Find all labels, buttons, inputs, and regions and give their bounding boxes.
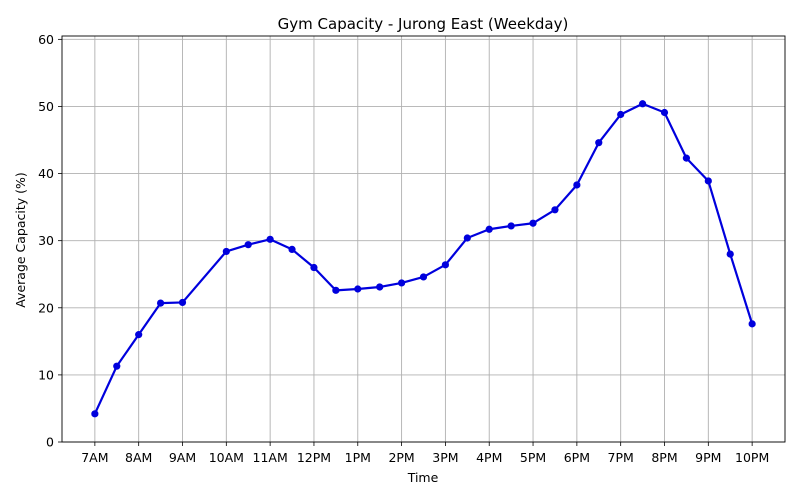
y-tick-label: 50 [38,99,54,114]
data-point [485,225,493,233]
data-point [748,320,756,328]
plot-frame [61,35,786,443]
x-tick-label: 1PM [345,450,371,465]
x-tick-label: 12PM [297,450,331,465]
chart-title: Gym Capacity - Jurong East (Weekday) [278,15,569,33]
data-point [376,283,384,291]
data-point [551,206,559,214]
data-point [156,299,165,307]
x-tick-label: 11AM [253,450,288,465]
x-tick-label: 10AM [209,450,244,465]
data-point [638,100,647,108]
data-point [441,261,450,269]
data-point [617,110,625,119]
x-tick-label: 5PM [520,450,546,465]
x-tick-label: 7AM [81,450,108,465]
data-point [660,108,669,117]
x-tick-label: 9AM [169,450,196,465]
data-point [244,241,252,249]
x-tick-label: 2PM [388,450,414,465]
data-point [573,181,581,189]
data-point [397,279,406,287]
x-tick-label: 8AM [125,450,152,465]
x-axis-label: Time [407,470,439,485]
y-axis-label: Average Capacity (%) [13,172,28,308]
x-tick-label: 6PM [564,450,590,465]
data-point [704,177,712,185]
data-point [222,247,230,256]
data-point [354,285,362,293]
data-point [463,234,471,242]
data-point [310,263,318,272]
x-tick-label: 7PM [608,450,634,465]
y-tick-label: 20 [38,300,54,315]
x-tick-label: 8PM [651,450,677,465]
data-point [419,273,428,281]
data-point [266,235,274,243]
y-tick-label: 10 [38,367,54,382]
series-line [93,102,754,415]
axes: 7AM 8AM 9AM 10AM 11AM 12PM 1PM 2PM 3PM 4PM 5PM 6PM 7… [38,32,786,465]
data-point [178,298,187,307]
data-point [595,139,603,147]
x-tick-label: 9PM [695,450,721,465]
y-tick-label: 0 [46,435,54,450]
data-point [332,286,340,294]
data-point [288,245,296,254]
x-tick-label: 4PM [476,450,502,465]
data-point [507,222,515,230]
data-point [682,154,691,162]
data-point [91,410,99,418]
x-tick-label: 3PM [432,450,458,465]
data-point [726,250,734,258]
markers-layer [91,100,756,418]
y-tick-label: 40 [38,166,54,181]
data-point [529,219,537,227]
data-point [113,362,121,370]
data-point [135,331,143,339]
y-tick-label: 60 [38,32,54,47]
y-tick-label: 30 [38,233,54,248]
series-layer [93,102,754,415]
x-tick-label: 10PM [735,450,769,465]
grid [62,36,785,443]
